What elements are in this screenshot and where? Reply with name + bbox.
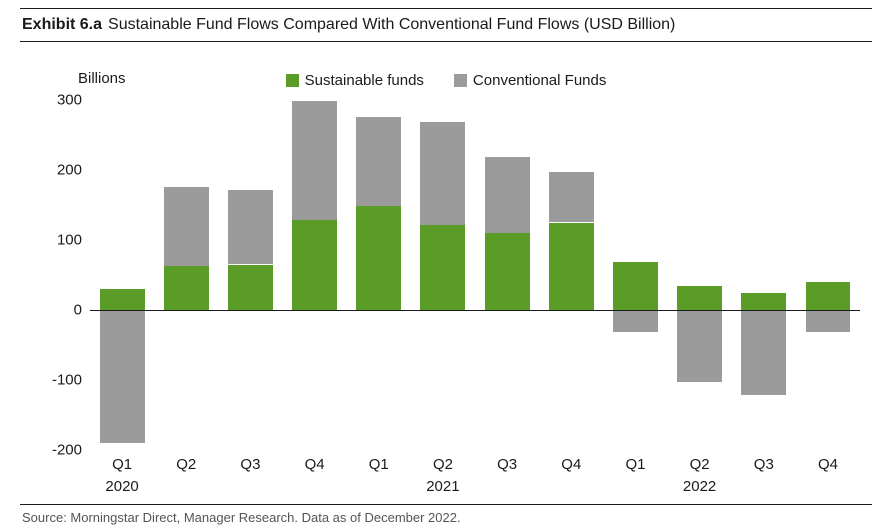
bar-conventional (164, 187, 209, 266)
bar-conventional (292, 101, 337, 220)
source-text: Source: Morningstar Direct, Manager Rese… (22, 510, 461, 525)
x-tick-label: Q1 (603, 450, 667, 473)
bar-sustainable (613, 262, 658, 310)
bottom-divider (20, 504, 872, 505)
chart-column: Q3 (218, 100, 282, 450)
bar-sustainable (806, 282, 851, 310)
chart-column: Q3 (732, 100, 796, 450)
legend-label: Sustainable funds (305, 72, 424, 89)
legend-swatch (454, 74, 467, 87)
bar-sustainable (292, 220, 337, 310)
chart-column: Q2 (668, 100, 732, 450)
legend-label: Conventional Funds (473, 72, 606, 89)
chart-column: Q4 (539, 100, 603, 450)
y-tick-label: 300 (57, 92, 90, 109)
x-tick-label: Q3 (218, 450, 282, 473)
chart-column: Q4 (283, 100, 347, 450)
bar-sustainable (420, 225, 465, 310)
bar-sustainable (549, 223, 594, 311)
chart-plot-area: Q1Q2Q3Q4Q1Q2Q3Q4Q1Q2Q3Q4 -200-1000100200… (90, 100, 860, 450)
chart-legend: Sustainable funds Conventional Funds (0, 72, 892, 89)
bar-conventional (100, 310, 145, 443)
chart-column: Q4 (796, 100, 860, 450)
year-group-label: 2022 (668, 450, 732, 495)
chart-column: Q1 (347, 100, 411, 450)
y-tick-label: 0 (74, 302, 90, 319)
bar-conventional (549, 172, 594, 222)
year-group-label: 2020 (90, 450, 154, 495)
x-tick-label: Q3 (732, 450, 796, 473)
bar-sustainable (356, 206, 401, 310)
x-tick-label: Q4 (283, 450, 347, 473)
exhibit-title: Sustainable Fund Flows Compared With Con… (108, 16, 675, 34)
bar-sustainable (741, 293, 786, 310)
bar-conventional (485, 157, 530, 233)
bar-sustainable (228, 265, 273, 311)
chart-column: Q2 (154, 100, 218, 450)
exhibit-container: Exhibit 6.a Sustainable Fund Flows Compa… (0, 0, 892, 532)
chart-column: Q1 (603, 100, 667, 450)
bar-conventional (356, 117, 401, 207)
bar-conventional (741, 310, 786, 395)
y-tick-label: 200 (57, 162, 90, 179)
y-tick-label: -200 (52, 442, 90, 459)
bar-conventional (420, 122, 465, 225)
bar-sustainable (485, 233, 530, 310)
y-tick-label: 100 (57, 232, 90, 249)
legend-item: Sustainable funds (286, 72, 424, 89)
y-tick-label: -100 (52, 372, 90, 389)
bar-conventional (228, 190, 273, 265)
bar-conventional (613, 310, 658, 332)
chart-column: Q2 (411, 100, 475, 450)
x-tick-label: Q4 (539, 450, 603, 473)
chart-column: Q1 (90, 100, 154, 450)
legend-swatch (286, 74, 299, 87)
exhibit-title-row: Exhibit 6.a Sustainable Fund Flows Compa… (20, 8, 872, 42)
chart-columns: Q1Q2Q3Q4Q1Q2Q3Q4Q1Q2Q3Q4 (90, 100, 860, 450)
x-tick-label: Q3 (475, 450, 539, 473)
exhibit-number: Exhibit 6.a (22, 16, 102, 34)
zero-baseline (90, 310, 860, 311)
bar-conventional (806, 310, 851, 332)
chart-column: Q3 (475, 100, 539, 450)
x-tick-label: Q4 (796, 450, 860, 473)
x-tick-label: Q1 (347, 450, 411, 473)
bar-conventional (677, 310, 722, 382)
legend-item: Conventional Funds (454, 72, 606, 89)
bar-sustainable (164, 266, 209, 310)
bar-sustainable (100, 289, 145, 310)
x-tick-label: Q2 (154, 450, 218, 473)
year-group-label: 2021 (411, 450, 475, 495)
bar-sustainable (677, 286, 722, 311)
